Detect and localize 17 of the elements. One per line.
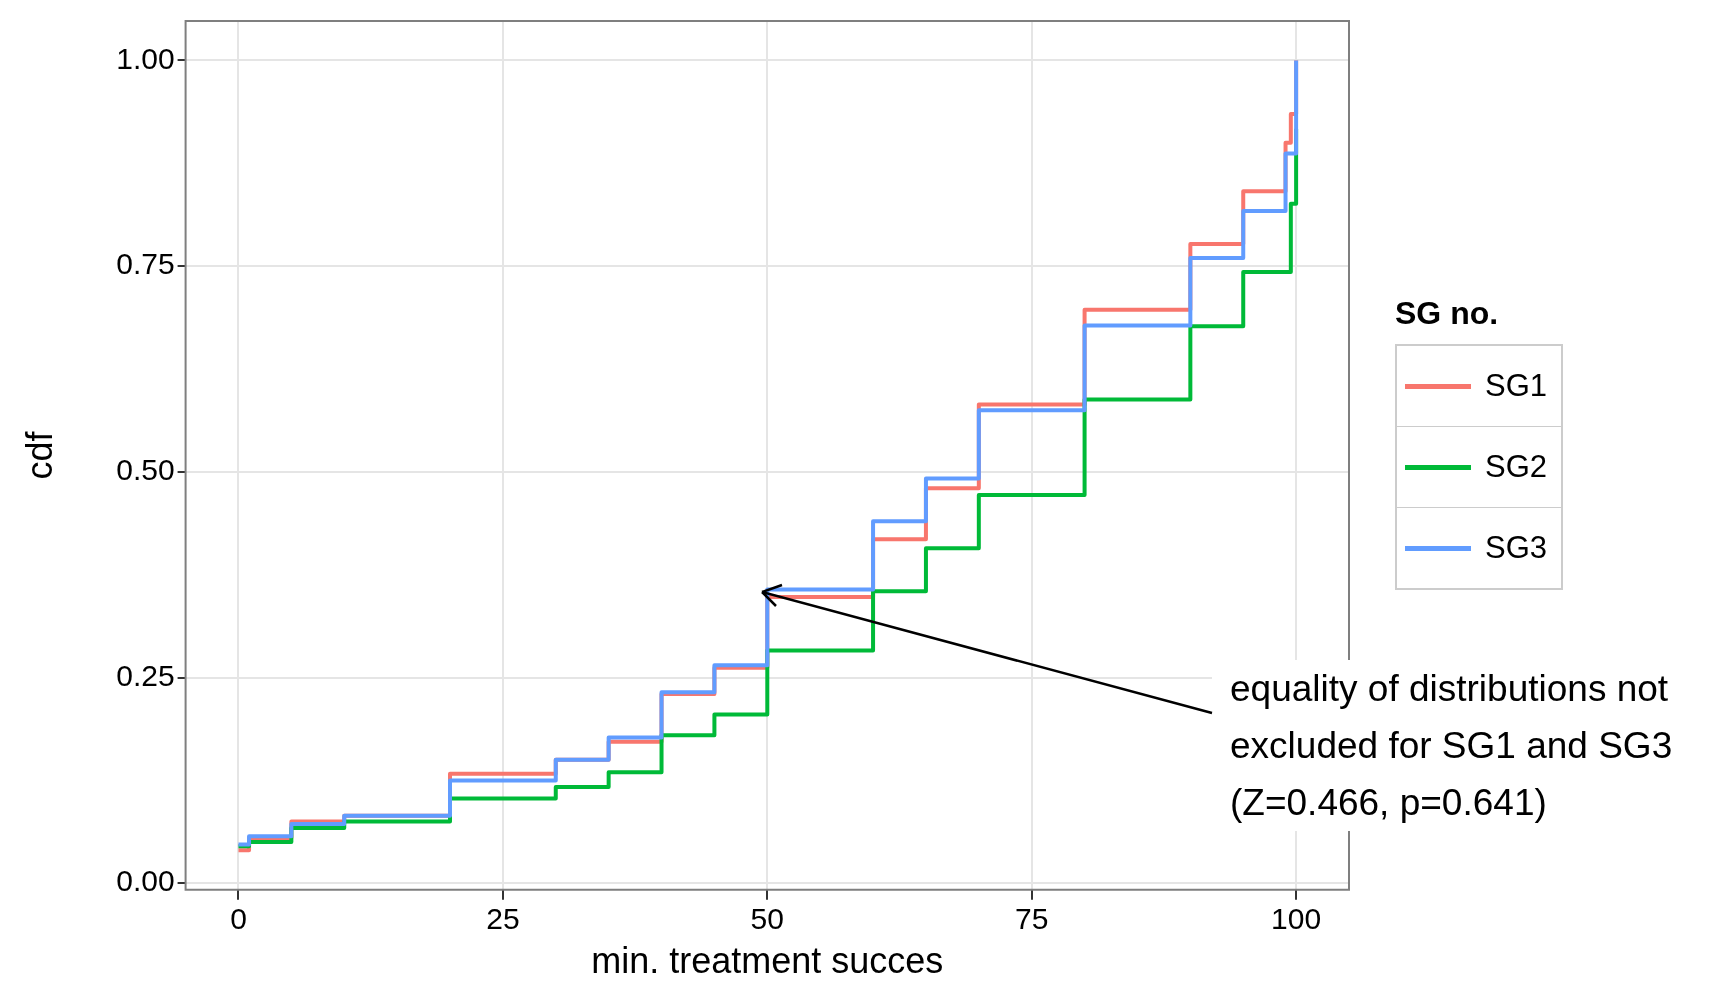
x-tick-label: 0 bbox=[230, 902, 247, 936]
legend-label: SG2 bbox=[1485, 449, 1548, 485]
x-tick-label: 50 bbox=[750, 902, 784, 936]
legend-label: SG1 bbox=[1485, 368, 1548, 404]
annotation: equality of distributions not excluded for SG1 and SG3 (Z=0.466, p=0.641) bbox=[1230, 667, 1674, 825]
y-tick-label: 1.00 bbox=[116, 41, 175, 75]
legend-label: SG3 bbox=[1485, 530, 1548, 566]
y-axis-title: cdf bbox=[18, 430, 60, 480]
legend-title: SG no. bbox=[1395, 295, 1500, 332]
y-tick-label: 0.00 bbox=[116, 864, 175, 898]
y-tick-label: 0.25 bbox=[116, 658, 175, 692]
y-tick-label: 0.75 bbox=[116, 247, 175, 281]
y-tick-label: 0.50 bbox=[116, 453, 175, 487]
x-axis-title: min. treatment succes bbox=[591, 940, 944, 982]
x-tick-label: 25 bbox=[486, 902, 520, 936]
x-tick-label: 100 bbox=[1271, 902, 1322, 936]
x-tick-label: 75 bbox=[1015, 902, 1049, 936]
